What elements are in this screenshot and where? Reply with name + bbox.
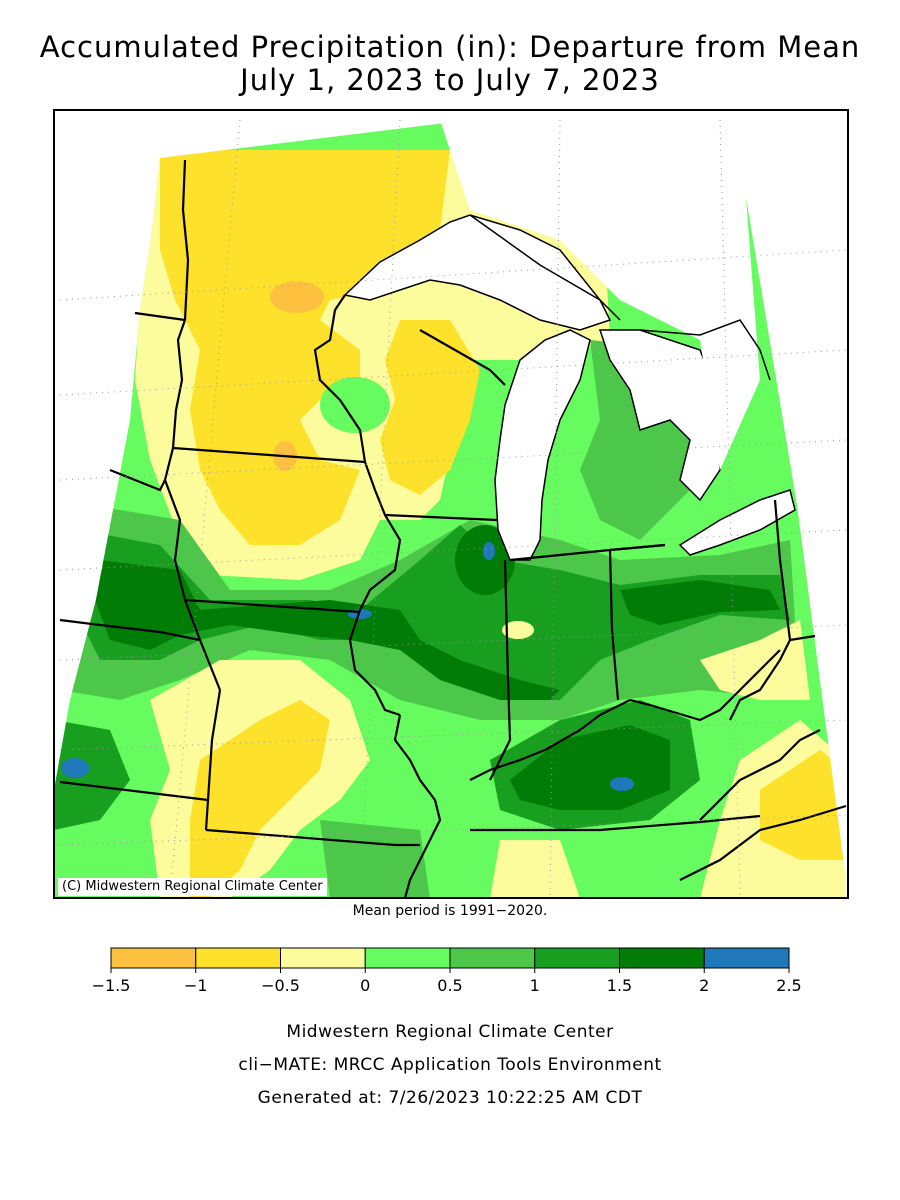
field-ky-blue <box>610 777 634 791</box>
legend-swatch <box>195 947 281 969</box>
legend-swatch <box>280 947 366 969</box>
mean-period-note: Mean period is 1991−2020. <box>352 903 548 919</box>
border-ky-wv-va <box>699 729 821 821</box>
lake-superior <box>343 214 612 331</box>
border-ky-tn <box>470 814 761 832</box>
legend-tick-label: 1.5 <box>607 976 632 995</box>
legend-swatch <box>534 947 620 969</box>
border-pa-ny <box>789 634 816 642</box>
graticule <box>59 119 847 898</box>
border-in-oh <box>608 549 620 701</box>
border-in-ky <box>544 698 651 751</box>
border-va-nc <box>679 804 847 881</box>
footer-tool: cli−MATE: MRCC Application Tools Environ… <box>238 1055 662 1075</box>
lake-huron <box>598 329 721 502</box>
border-wi-il <box>384 513 498 522</box>
border-ia-mo <box>184 598 361 614</box>
border-oh-ky <box>649 649 781 722</box>
legend-tick-label: 0 <box>360 976 370 995</box>
lake-michigan <box>494 329 591 561</box>
field-wet-band-darkest <box>95 560 560 700</box>
canada-shield <box>440 120 760 470</box>
legend-tick-label: −0.5 <box>261 976 300 995</box>
field-dry-north-yellow <box>160 150 450 545</box>
great-lakes <box>343 120 796 561</box>
field-west-edge <box>54 720 130 830</box>
map-credit: (C) Midwestern Regional Climate Center <box>58 878 327 896</box>
field-wet-nw-il <box>455 525 515 595</box>
legend-tick-label: −1.5 <box>92 976 131 995</box>
border-il-ky <box>469 748 546 781</box>
border-mo-il <box>393 714 442 898</box>
field-dry-wi <box>380 320 480 495</box>
field-south-wet <box>320 820 430 898</box>
border-sd-mn <box>171 319 187 449</box>
border-ks-mo <box>204 689 222 831</box>
legend-swatch <box>364 947 451 969</box>
border-ks-ok <box>59 780 209 802</box>
field-dry-mn-core-a <box>270 281 324 313</box>
border-mo-ar <box>205 828 420 847</box>
colorbar-legend: −1.5 −1 −0.5 0 0.5 1 1.5 2 2.5 <box>92 947 802 995</box>
border-mi-oh <box>609 543 666 552</box>
field-wet-band-core <box>80 525 790 700</box>
border-wi-up <box>419 329 506 386</box>
border-ne-ks <box>59 618 201 642</box>
border-ne-sd <box>109 468 166 492</box>
field-dry-wv-yellow <box>760 750 846 860</box>
field-tn-light <box>490 840 580 898</box>
field-wet-ne-in <box>620 580 780 625</box>
border-nd-mn <box>181 159 190 321</box>
field-west-blue <box>61 758 89 778</box>
footer-generated-time: Generated at: 7/26/2023 10:22:25 AM CDT <box>257 1088 643 1108</box>
legend-swatch <box>703 947 790 969</box>
legend-tick-label: 1 <box>530 976 540 995</box>
legend-swatch <box>619 947 705 969</box>
border-mn-ia <box>172 446 366 464</box>
legend-tick-label: 2.5 <box>776 976 801 995</box>
map-frame <box>53 109 849 899</box>
field-wet-wi <box>320 377 390 433</box>
border-sd-nd <box>134 311 186 322</box>
border-ne-mo <box>183 599 222 691</box>
border-oh-wv <box>729 639 791 721</box>
footer-organization: Midwestern Regional Climate Center <box>286 1022 614 1042</box>
map-title: Accumulated Precipitation (in): Departur… <box>39 30 861 64</box>
canada-border-line <box>469 214 771 381</box>
field-dry-mo-yellow <box>190 700 330 898</box>
field-dry-spot-il <box>502 621 534 639</box>
legend-tick-label: 2 <box>699 976 709 995</box>
legend-swatch <box>110 947 197 969</box>
legend-tick-label: −1 <box>184 976 208 995</box>
legend-swatch <box>449 947 536 969</box>
field-wet-nw-il-blue <box>483 542 495 560</box>
map-date-range: July 1, 2023 to July 7, 2023 <box>240 63 660 97</box>
border-ne-ia <box>163 447 187 601</box>
border-ia-il <box>348 609 401 717</box>
legend-tick-label: 0.5 <box>437 976 462 995</box>
lake-erie <box>678 489 796 556</box>
state-borders <box>59 159 847 898</box>
border-mn-wi <box>313 294 367 463</box>
field-dry-oh <box>700 620 810 700</box>
border-oh-pa <box>773 499 792 641</box>
border-wi-ia <box>359 461 402 611</box>
